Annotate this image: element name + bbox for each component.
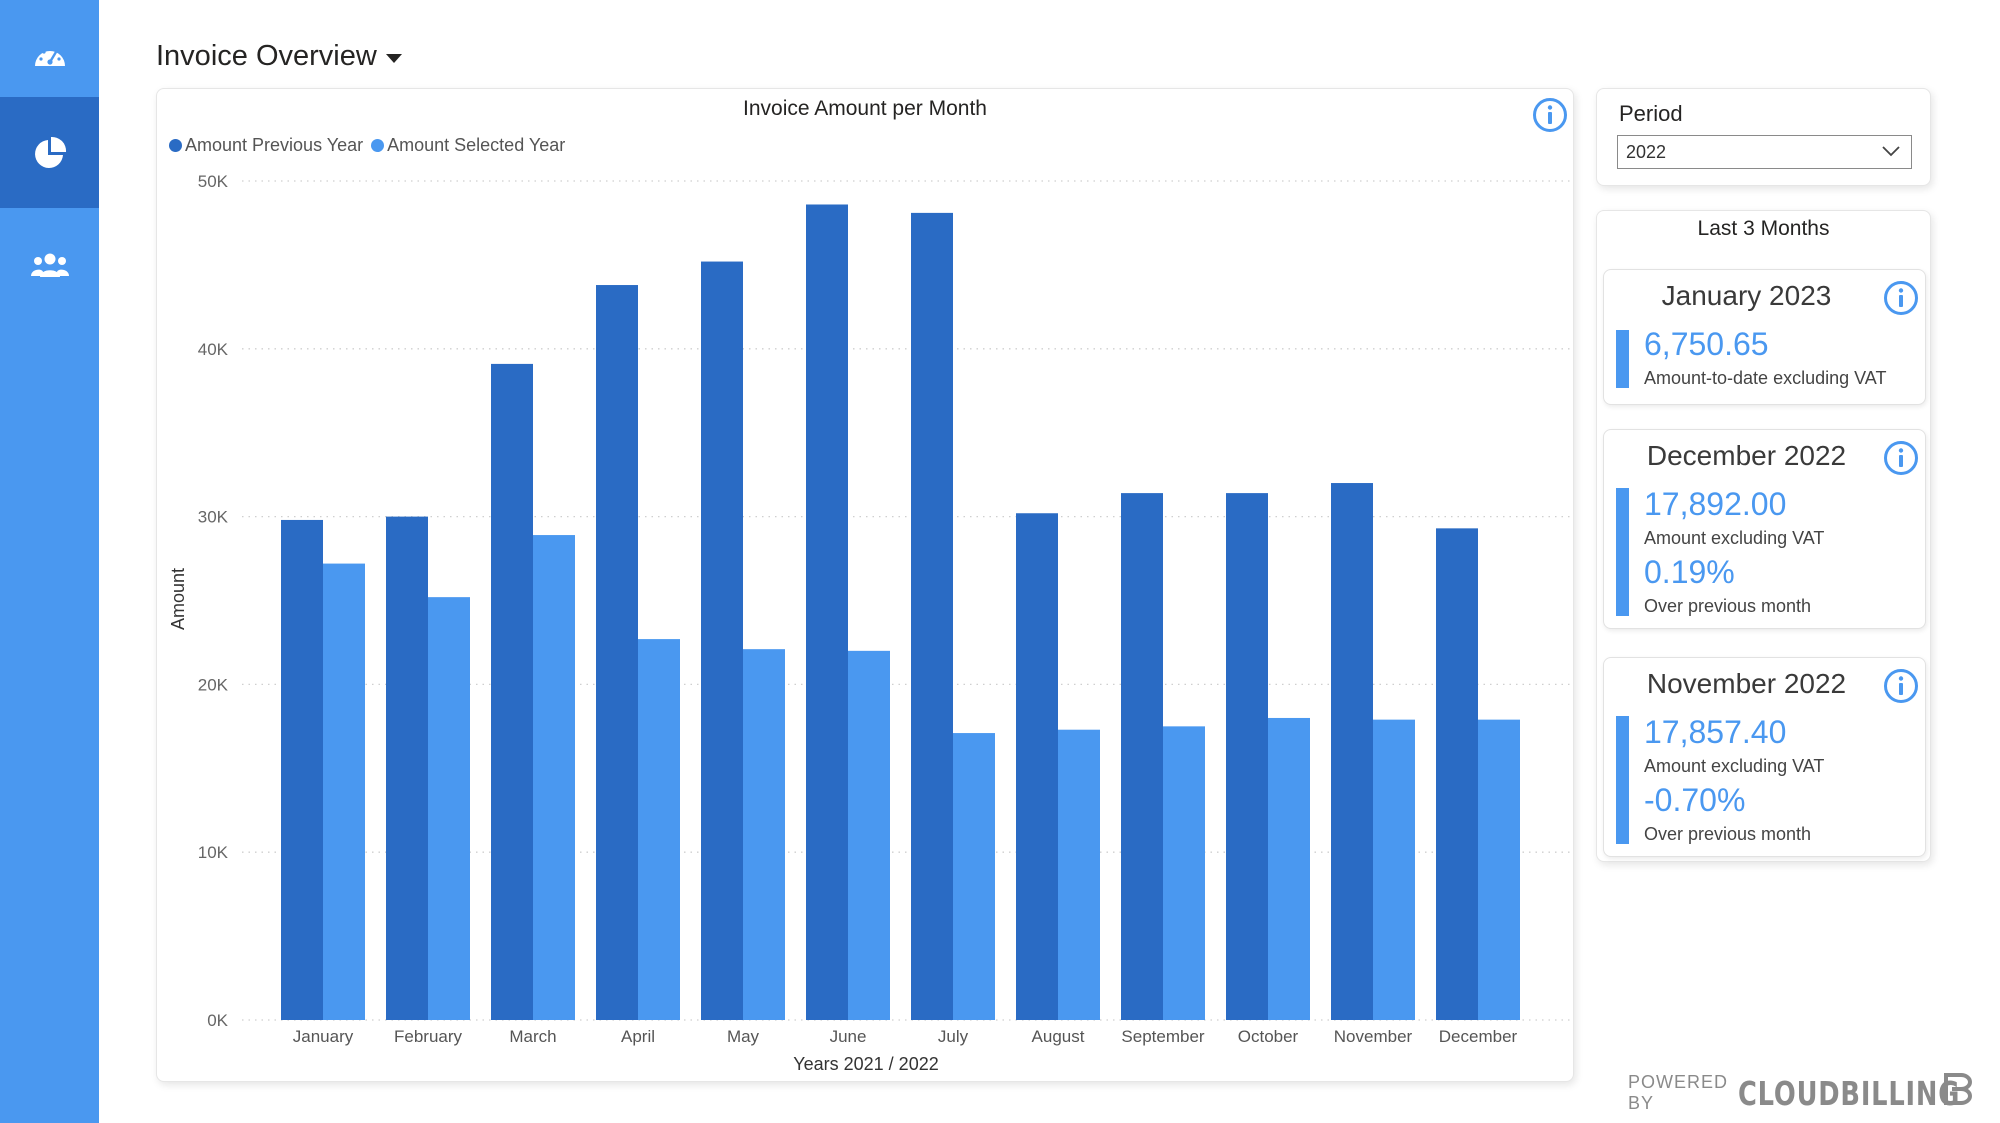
x-axis-title: Years 2021 / 2022 xyxy=(793,1054,938,1074)
kpi-label: Amount excluding VAT xyxy=(1644,756,1825,776)
x-tick-label: August xyxy=(1032,1027,1085,1046)
y-tick-label: 40K xyxy=(198,340,229,359)
bar[interactable] xyxy=(1058,729,1100,1020)
y-tick-label: 0K xyxy=(207,1011,228,1030)
bar[interactable] xyxy=(743,649,785,1020)
kpi-change-label: Over previous month xyxy=(1644,596,1812,616)
period-label: Period xyxy=(1619,101,1683,126)
bar[interactable] xyxy=(491,363,533,1021)
info-icon[interactable] xyxy=(1883,280,1919,316)
bar[interactable] xyxy=(596,285,638,1020)
bar[interactable] xyxy=(533,535,575,1020)
x-tick-label: March xyxy=(509,1027,556,1046)
powered-by-text: POWERED BY xyxy=(1628,1072,1729,1113)
kpi-value: 17,857.40 xyxy=(1644,714,1787,750)
sidebar xyxy=(0,0,99,1123)
bar[interactable] xyxy=(806,204,848,1020)
y-tick-label: 30K xyxy=(198,508,229,527)
y-axis-title: Amount xyxy=(168,568,188,630)
kpi-card-november-2022: November 2022 17,857.40 Amount excluding… xyxy=(1603,657,1926,857)
bar[interactable] xyxy=(1226,493,1268,1020)
bar[interactable] xyxy=(281,519,323,1020)
bar[interactable] xyxy=(1331,483,1373,1020)
legend-dot xyxy=(169,139,182,152)
kpi-value: 6,750.65 xyxy=(1644,326,1769,362)
x-tick-label: September xyxy=(1121,1027,1204,1046)
page-title-dropdown[interactable]: Invoice Overview xyxy=(156,40,402,73)
bar[interactable] xyxy=(1373,719,1415,1020)
period-filter-card: Period 2022 xyxy=(1596,88,1931,186)
x-tick-label: April xyxy=(621,1027,655,1046)
dashboard-gauge-icon xyxy=(34,46,65,66)
pie-chart-icon xyxy=(34,136,66,168)
y-tick-label: 50K xyxy=(198,172,229,191)
legend-item-previous-year[interactable]: Amount Previous Year xyxy=(169,135,363,156)
bar-chart: 0K 10K 20K 30K 40K 50K January February March Apr… xyxy=(168,172,1572,1074)
chart-legend: Amount Previous Year Amount Selected Yea… xyxy=(169,135,573,156)
users-group-icon xyxy=(30,253,69,277)
bar[interactable] xyxy=(323,563,365,1020)
bar[interactable] xyxy=(848,650,890,1020)
kpi-label: Amount excluding VAT xyxy=(1644,528,1825,548)
x-tick-label: October xyxy=(1238,1027,1299,1046)
bar[interactable] xyxy=(1121,493,1163,1020)
x-tick-label: May xyxy=(727,1027,760,1046)
legend-item-selected-year[interactable]: Amount Selected Year xyxy=(371,135,565,156)
y-tick-label: 10K xyxy=(198,843,229,862)
kpi-accent-bar xyxy=(1616,488,1629,616)
kpi-change-label: Over previous month xyxy=(1644,824,1812,844)
nav-invoice-overview[interactable] xyxy=(0,97,99,208)
bar[interactable] xyxy=(428,597,470,1020)
kpi-accent-bar xyxy=(1616,330,1629,388)
bar[interactable] xyxy=(1436,528,1478,1020)
invoice-chart-card: 0K 10K 20K 30K 40K 50K January February March Apr… xyxy=(156,88,1574,1082)
kpi-accent-bar xyxy=(1616,716,1629,844)
bar[interactable] xyxy=(1163,726,1205,1020)
legend-label: Amount Previous Year xyxy=(185,135,364,155)
kpi-title: December 2022 xyxy=(1646,440,1847,471)
bar[interactable] xyxy=(1268,717,1310,1020)
brand-logo-icon xyxy=(1944,1073,1972,1105)
legend-dot xyxy=(371,139,385,152)
x-tick-label: December xyxy=(1439,1027,1518,1046)
kpi-label: Amount-to-date excluding VAT xyxy=(1644,368,1887,388)
chart-title: Invoice Amount per Month xyxy=(743,97,987,120)
x-tick-label: January xyxy=(293,1027,354,1046)
page-title: Invoice Overview xyxy=(156,40,377,72)
bar[interactable] xyxy=(1016,513,1058,1020)
period-selected-value: 2022 xyxy=(1626,141,1667,162)
kpi-change-value: 0.19% xyxy=(1644,554,1735,590)
kpi-card-december-2022: December 2022 17,892.00 Amount excluding… xyxy=(1603,429,1926,629)
nav-dashboard[interactable] xyxy=(0,0,99,111)
legend-label: Amount Selected Year xyxy=(387,135,566,155)
x-tick-label: November xyxy=(1334,1027,1413,1046)
nav-customers[interactable] xyxy=(0,209,99,320)
powered-by-footer: POWERED BY CLOUDBILLING xyxy=(1628,1072,2000,1114)
y-tick-label: 20K xyxy=(198,675,229,694)
x-tick-label: July xyxy=(938,1027,969,1046)
bar[interactable] xyxy=(1478,719,1520,1020)
kpi-title: November 2022 xyxy=(1646,668,1847,699)
chevron-down-icon xyxy=(1882,146,1900,157)
x-tick-label: June xyxy=(830,1027,867,1046)
x-tick-label: February xyxy=(394,1027,463,1046)
bar[interactable] xyxy=(386,516,428,1020)
period-select[interactable]: 2022 xyxy=(1617,135,1912,169)
bar[interactable] xyxy=(911,212,953,1020)
caret-down-icon xyxy=(385,54,402,63)
kpi-title: January 2023 xyxy=(1661,280,1832,311)
kpi-change-value: -0.70% xyxy=(1644,782,1746,818)
info-icon[interactable] xyxy=(1883,668,1919,704)
kpi-card-january-2023: January 2023 6,750.65 Amount-to-date exc… xyxy=(1603,269,1926,405)
last-3-months-card: Last 3 Months January 2023 6,750.65 Amou… xyxy=(1596,210,1931,862)
last-3-months-title: Last 3 Months xyxy=(1697,217,1830,240)
bar[interactable] xyxy=(701,261,743,1020)
kpi-value: 17,892.00 xyxy=(1644,486,1787,522)
brand-logo-text: CLOUDBILLING xyxy=(1738,1073,1961,1113)
info-icon[interactable] xyxy=(1883,440,1919,476)
info-icon[interactable] xyxy=(1532,97,1568,133)
bar[interactable] xyxy=(638,639,680,1020)
bar[interactable] xyxy=(953,733,995,1020)
